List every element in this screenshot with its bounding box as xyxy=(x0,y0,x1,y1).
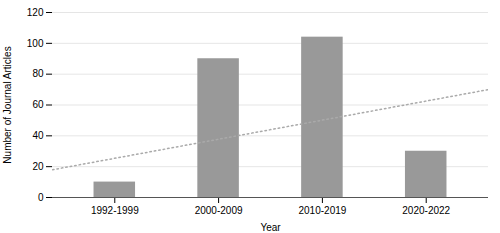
svg-text:20: 20 xyxy=(32,161,44,172)
svg-text:2000-2009: 2000-2009 xyxy=(195,205,243,216)
svg-text:40: 40 xyxy=(32,130,44,141)
svg-text:80: 80 xyxy=(32,68,44,79)
svg-text:1992-1999: 1992-1999 xyxy=(91,205,139,216)
svg-text:100: 100 xyxy=(27,38,44,49)
svg-text:2020-2022: 2020-2022 xyxy=(402,205,450,216)
svg-text:Number of Journal Articles: Number of Journal Articles xyxy=(2,46,13,163)
svg-text:120: 120 xyxy=(27,7,44,18)
svg-text:60: 60 xyxy=(32,99,44,110)
svg-text:2010-2019: 2010-2019 xyxy=(298,205,346,216)
svg-text:0: 0 xyxy=(38,192,44,203)
svg-text:Year: Year xyxy=(260,222,281,233)
